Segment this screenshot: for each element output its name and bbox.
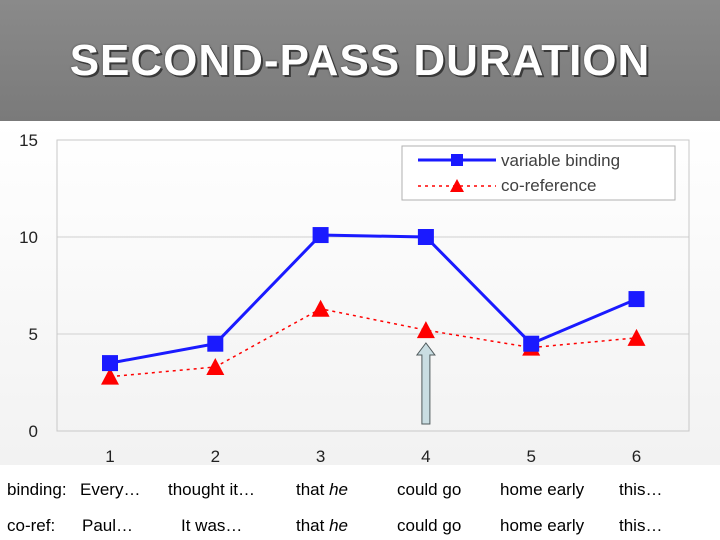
coref-region-4: could go <box>397 516 462 535</box>
data-point-co-reference-2 <box>206 357 225 375</box>
coref-region-5: home early <box>500 516 585 535</box>
xtick-label-3: 3 <box>316 447 325 465</box>
ytick-label-5: 5 <box>29 325 38 344</box>
ytick-label-10: 10 <box>19 228 38 247</box>
binding-region-4: could go <box>397 480 462 499</box>
xtick-label-1: 1 <box>105 447 114 465</box>
binding-region-5: home early <box>500 480 585 499</box>
coref-label: co-ref: <box>7 516 56 535</box>
binding-region-3-prefix: that <box>296 480 330 499</box>
legend: variable binding co-reference <box>401 145 676 201</box>
xtick-label-4: 4 <box>421 447 430 465</box>
coref-region-3: that he <box>296 516 348 536</box>
ytick-label-15: 15 <box>19 131 38 150</box>
data-point-co-reference-3 <box>311 299 330 317</box>
plot-area-border <box>56 139 690 432</box>
xtick-label-6: 6 <box>632 447 641 465</box>
coref-region-2: It was… <box>181 516 243 535</box>
legend-label-variable-binding: variable binding <box>501 151 620 170</box>
coref-region-3-prefix: that <box>296 516 330 535</box>
binding-region-3-pronoun: he <box>329 480 349 499</box>
data-point-variable-binding-5 <box>523 335 540 352</box>
coref-region-1: Paul… <box>82 516 134 535</box>
data-point-variable-binding-1 <box>102 355 118 372</box>
line-chart: 0 5 10 15 1 2 3 4 5 6 variable binding co-refere… <box>19 131 690 465</box>
legend-marker-variable-binding <box>451 154 463 166</box>
data-point-variable-binding-4 <box>417 229 434 245</box>
up-arrow-icon <box>415 342 436 425</box>
data-point-variable-binding-2 <box>207 335 224 352</box>
binding-region-3: that he <box>296 480 348 500</box>
binding-label: binding: <box>7 480 67 499</box>
data-point-co-reference-4 <box>416 321 435 339</box>
title-bar: SECOND-PASS DURATION <box>0 0 720 121</box>
data-point-co-reference-6 <box>627 328 646 346</box>
slide-title: SECOND-PASS DURATION <box>69 36 651 85</box>
legend-label-co-reference: co-reference <box>501 176 596 195</box>
legend-box <box>401 145 676 201</box>
legend-marker-co-reference <box>450 179 464 192</box>
xtick-label-2: 2 <box>211 447 220 465</box>
series-line-co-reference <box>109 307 637 378</box>
coref-region-6: this… <box>619 516 663 535</box>
data-point-variable-binding-3 <box>312 227 329 244</box>
xtick-label-5: 5 <box>526 447 535 465</box>
series-line-variable-binding <box>109 233 638 365</box>
binding-region-1: Every… <box>80 480 141 499</box>
data-point-variable-binding-6 <box>628 291 645 308</box>
ytick-label-0: 0 <box>29 422 38 441</box>
coref-region-3-pronoun: he <box>329 516 349 535</box>
binding-region-6: this… <box>619 480 663 499</box>
binding-region-2: thought it… <box>168 480 255 499</box>
data-point-co-reference-1 <box>101 367 119 385</box>
